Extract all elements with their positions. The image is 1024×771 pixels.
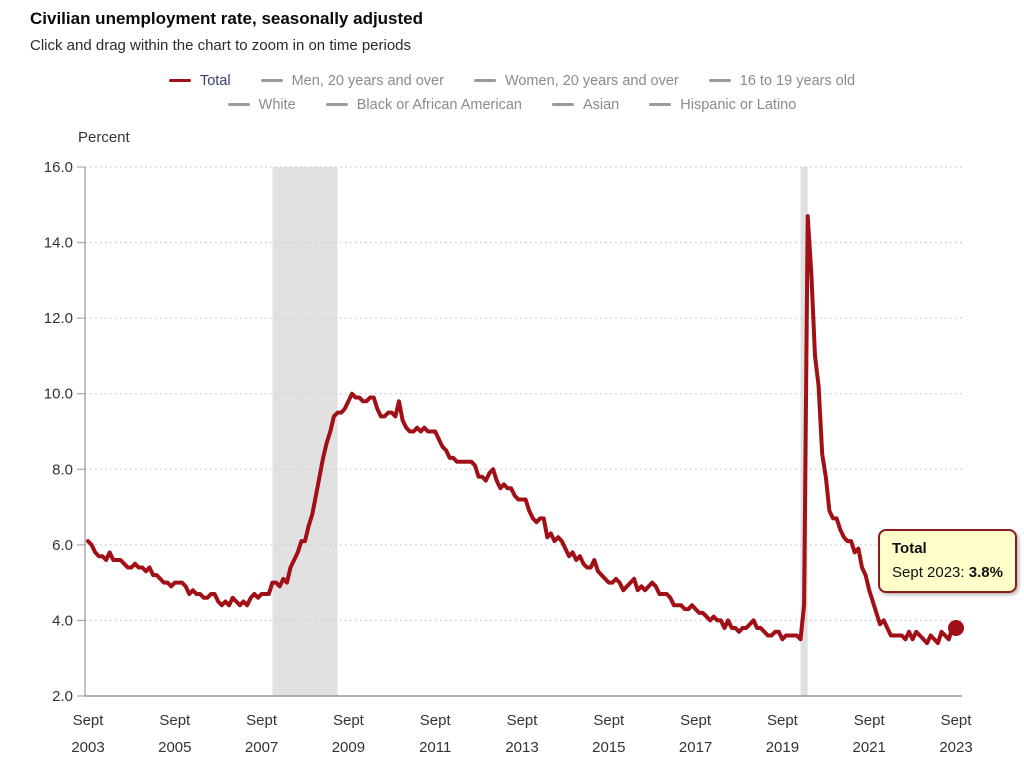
legend-series-dash-icon bbox=[473, 79, 496, 82]
x-tick-label-month: Sept bbox=[73, 712, 105, 729]
total-series-line[interactable] bbox=[86, 214, 958, 646]
x-tick-label-year: 2011 bbox=[419, 739, 451, 756]
legend-item-label: Asian bbox=[582, 96, 620, 113]
tooltip: Total Sept 2023: 3.8% bbox=[878, 529, 1017, 593]
y-tick-label: 16.0 bbox=[44, 159, 73, 176]
y-tick-label: 4.0 bbox=[52, 612, 73, 629]
legend-item-white[interactable]: White bbox=[227, 96, 296, 113]
x-tick-label-month: Sept bbox=[246, 712, 278, 729]
x-tick-label-month: Sept bbox=[767, 712, 799, 729]
legend-series-dash-icon bbox=[227, 103, 250, 106]
y-tick-label: 10.0 bbox=[44, 386, 73, 403]
legend-item-label: Black or African American bbox=[356, 96, 522, 113]
y-tick-label: 12.0 bbox=[44, 310, 73, 327]
legend-series-dash-icon bbox=[168, 79, 191, 82]
legend-item-men-20-years-and-over[interactable]: Men, 20 years and over bbox=[260, 72, 444, 89]
x-tick-label-year: 2017 bbox=[679, 739, 712, 756]
legend-item-16-to-19-years-old[interactable]: 16 to 19 years old bbox=[708, 72, 856, 89]
legend-series-dash-icon bbox=[551, 103, 574, 106]
legend-item-label: Women, 20 years and over bbox=[504, 72, 679, 89]
legend-item-black-or-african-american[interactable]: Black or African American bbox=[325, 96, 522, 113]
x-tick-label-year: 2019 bbox=[766, 739, 799, 756]
x-tick-label-month: Sept bbox=[593, 712, 625, 729]
chart-legend: Total Men, 20 years and over Women, 20 yea… bbox=[0, 70, 1024, 115]
x-tick-label-year: 2013 bbox=[505, 739, 538, 756]
y-tick-label: 8.0 bbox=[52, 461, 73, 478]
x-tick-label-year: 2005 bbox=[158, 739, 191, 756]
legend-item-label: White bbox=[258, 96, 296, 113]
x-tick-label-month: Sept bbox=[333, 712, 365, 729]
legend-item-asian[interactable]: Asian bbox=[551, 96, 620, 113]
legend-item-total[interactable]: Total bbox=[168, 72, 231, 89]
x-tick-label-month: Sept bbox=[159, 712, 191, 729]
x-tick-label-month: Sept bbox=[420, 712, 452, 729]
x-tick-label-year: 2009 bbox=[332, 739, 365, 756]
page-title: Civilian unemployment rate, seasonally a… bbox=[30, 9, 424, 28]
tooltip-series-name: Total bbox=[892, 540, 927, 557]
y-tick-label: 14.0 bbox=[44, 235, 73, 252]
x-tick-label-month: Sept bbox=[680, 712, 712, 729]
x-tick-label-year: 2021 bbox=[853, 739, 886, 756]
x-tick-label-year: 2015 bbox=[592, 739, 625, 756]
x-tick-label-year: 2003 bbox=[71, 739, 104, 756]
tooltip-value-line: Sept 2023: 3.8% bbox=[892, 564, 1003, 581]
legend-series-dash-icon bbox=[708, 79, 731, 82]
x-tick-label-month: Sept bbox=[854, 712, 886, 729]
y-axis-title: Percent bbox=[78, 129, 130, 146]
legend-item-label: Hispanic or Latino bbox=[680, 96, 797, 113]
legend-series-dash-icon bbox=[649, 103, 672, 106]
page-subtitle: Click and drag within the chart to zoom … bbox=[30, 37, 412, 54]
legend-row-2: White Black or African American Asian Hispa… bbox=[227, 94, 796, 115]
legend-item-women-20-years-and-over[interactable]: Women, 20 years and over bbox=[473, 72, 679, 89]
legend-series-dash-icon bbox=[260, 79, 283, 82]
recession-band bbox=[272, 167, 338, 696]
legend-item-label: Total bbox=[199, 72, 231, 89]
y-tick-label: 2.0 bbox=[52, 688, 73, 705]
x-tick-label-month: Sept bbox=[941, 712, 973, 729]
x-tick-label-month: Sept bbox=[507, 712, 539, 729]
legend-row-1: Total Men, 20 years and over Women, 20 yea… bbox=[168, 70, 856, 91]
legend-item-label: 16 to 19 years old bbox=[739, 72, 856, 89]
last-point-marker[interactable] bbox=[948, 619, 964, 636]
x-tick-label-year: 2007 bbox=[245, 739, 278, 756]
legend-item-hispanic-or-latino[interactable]: Hispanic or Latino bbox=[649, 97, 796, 113]
legend-item-label: Men, 20 years and over bbox=[291, 72, 444, 89]
x-tick-label-year: 2023 bbox=[939, 739, 972, 756]
legend-series-dash-icon bbox=[325, 103, 348, 106]
y-tick-label: 6.0 bbox=[52, 537, 73, 554]
tooltip-value: 3.8% bbox=[968, 564, 1003, 581]
